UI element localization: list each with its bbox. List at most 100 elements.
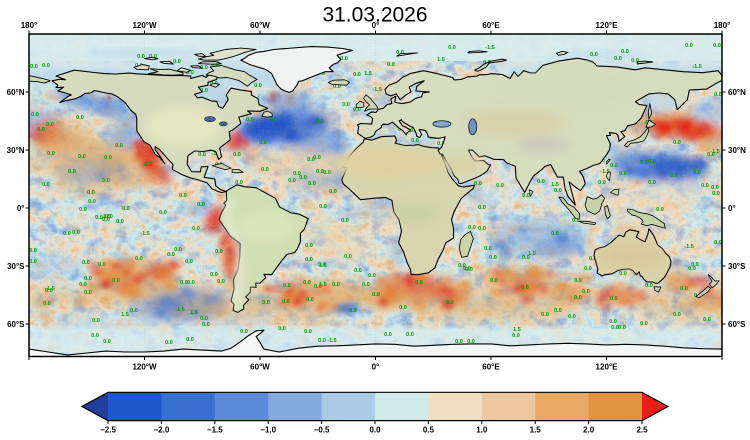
svg-text:60°W: 60°W [250, 363, 270, 372]
svg-text:0.0: 0.0 [45, 288, 53, 294]
svg-text:2.5: 2.5 [636, 426, 648, 435]
svg-text:0.0: 0.0 [410, 128, 418, 134]
svg-text:0.0: 0.0 [340, 56, 348, 62]
svg-text:1.5: 1.5 [319, 282, 327, 288]
svg-text:0.0: 0.0 [288, 178, 296, 184]
svg-text:-1.5: -1.5 [485, 45, 494, 51]
svg-text:0.0: 0.0 [446, 300, 454, 306]
svg-text:0.0: 0.0 [648, 180, 656, 186]
svg-text:0°: 0° [372, 363, 380, 372]
svg-text:0.0: 0.0 [369, 426, 381, 435]
svg-text:0.0: 0.0 [711, 185, 719, 191]
svg-text:0.0: 0.0 [415, 280, 423, 286]
svg-text:0.0: 0.0 [342, 102, 350, 108]
svg-text:0.0: 0.0 [115, 143, 123, 149]
svg-text:0.0: 0.0 [645, 283, 653, 289]
svg-text:0.0: 0.0 [116, 219, 124, 225]
svg-text:0.0: 0.0 [384, 332, 392, 338]
svg-text:0.0: 0.0 [37, 127, 45, 133]
svg-text:120°E: 120°E [596, 21, 619, 30]
svg-text:0.0: 0.0 [455, 339, 463, 345]
svg-text:0.0: 0.0 [299, 175, 307, 181]
svg-text:0.0: 0.0 [304, 329, 312, 335]
svg-text:0.0: 0.0 [611, 325, 619, 331]
svg-text:1.5: 1.5 [551, 182, 559, 188]
svg-text:-1.5: -1.5 [140, 231, 149, 237]
svg-text:0.0: 0.0 [406, 332, 414, 338]
svg-text:0.0: 0.0 [317, 71, 325, 77]
svg-text:1.5: 1.5 [513, 327, 521, 333]
svg-text:0.0: 0.0 [293, 171, 301, 177]
svg-text:−2.5: −2.5 [100, 426, 116, 435]
svg-text:1.5: 1.5 [530, 426, 542, 435]
svg-text:1.5: 1.5 [47, 286, 55, 292]
svg-text:60°W: 60°W [250, 21, 270, 30]
svg-text:0.0: 0.0 [305, 257, 313, 263]
svg-text:0°: 0° [372, 21, 380, 30]
svg-text:0.0: 0.0 [537, 179, 545, 185]
svg-text:0.0: 0.0 [137, 54, 145, 60]
svg-text:0.0: 0.0 [399, 305, 407, 311]
svg-text:0.0: 0.0 [29, 259, 37, 265]
svg-text:0.0: 0.0 [103, 339, 111, 345]
svg-text:0.0: 0.0 [685, 43, 693, 49]
svg-text:0.0: 0.0 [713, 43, 721, 49]
svg-text:0.0: 0.0 [568, 314, 576, 320]
svg-text:0.0: 0.0 [362, 282, 370, 288]
svg-text:0.0: 0.0 [554, 308, 562, 314]
svg-text:0.0: 0.0 [496, 183, 504, 189]
svg-text:0.0: 0.0 [484, 246, 492, 252]
svg-text:0.0: 0.0 [618, 325, 626, 331]
svg-text:31.03.2026: 31.03.2026 [322, 4, 427, 27]
svg-text:60°N: 60°N [7, 88, 25, 97]
svg-text:0.0: 0.0 [180, 280, 188, 286]
svg-text:0.0: 0.0 [582, 289, 590, 295]
svg-text:0.0: 0.0 [42, 63, 50, 69]
svg-text:0.0: 0.0 [98, 262, 106, 268]
svg-text:0.0: 0.0 [512, 333, 520, 339]
svg-text:0.0: 0.0 [283, 283, 291, 289]
svg-text:1.5: 1.5 [364, 71, 372, 77]
svg-text:1.5: 1.5 [528, 251, 536, 257]
svg-text:0.0: 0.0 [262, 300, 270, 306]
svg-text:0.0: 0.0 [598, 180, 606, 186]
svg-text:0.0: 0.0 [246, 117, 254, 123]
svg-text:0.0: 0.0 [144, 162, 152, 168]
svg-text:0.0: 0.0 [185, 259, 193, 265]
svg-text:0.0: 0.0 [308, 181, 316, 187]
svg-text:0.0: 0.0 [541, 312, 549, 318]
svg-text:0.0: 0.0 [30, 64, 38, 70]
svg-text:0.0: 0.0 [693, 170, 701, 176]
svg-text:0.0: 0.0 [707, 152, 715, 158]
svg-text:1.5: 1.5 [103, 214, 111, 220]
svg-text:0.0: 0.0 [640, 160, 648, 166]
svg-text:0.0: 0.0 [159, 210, 167, 216]
svg-text:-1.5: -1.5 [372, 87, 381, 93]
svg-text:0.0: 0.0 [76, 115, 84, 121]
svg-text:120°E: 120°E [596, 363, 619, 372]
svg-text:0.0: 0.0 [329, 189, 337, 195]
svg-text:0.0: 0.0 [173, 59, 181, 65]
svg-text:0.0: 0.0 [210, 272, 218, 278]
svg-text:0.0: 0.0 [186, 70, 194, 76]
svg-text:0.0: 0.0 [691, 262, 699, 268]
svg-text:0.0: 0.0 [673, 312, 681, 318]
svg-text:0.0: 0.0 [448, 45, 456, 51]
svg-text:0.0: 0.0 [167, 252, 175, 258]
svg-text:30°N: 30°N [728, 146, 746, 155]
svg-text:0.0: 0.0 [79, 282, 87, 288]
svg-text:30°S: 30°S [728, 262, 746, 271]
svg-text:0.0: 0.0 [648, 159, 656, 165]
svg-text:0.0: 0.0 [349, 308, 357, 314]
svg-text:0.0: 0.0 [437, 141, 445, 147]
svg-text:0.0: 0.0 [235, 180, 243, 186]
svg-text:0.0: 0.0 [200, 65, 208, 71]
svg-text:0.0: 0.0 [122, 206, 130, 212]
svg-text:0.0: 0.0 [354, 268, 362, 274]
svg-text:0.0: 0.0 [79, 207, 87, 213]
svg-text:0.0: 0.0 [701, 183, 709, 189]
svg-text:0.0: 0.0 [610, 163, 618, 169]
svg-text:0.0: 0.0 [574, 278, 582, 284]
svg-text:0.0: 0.0 [551, 231, 559, 237]
svg-text:0.0: 0.0 [619, 171, 627, 177]
